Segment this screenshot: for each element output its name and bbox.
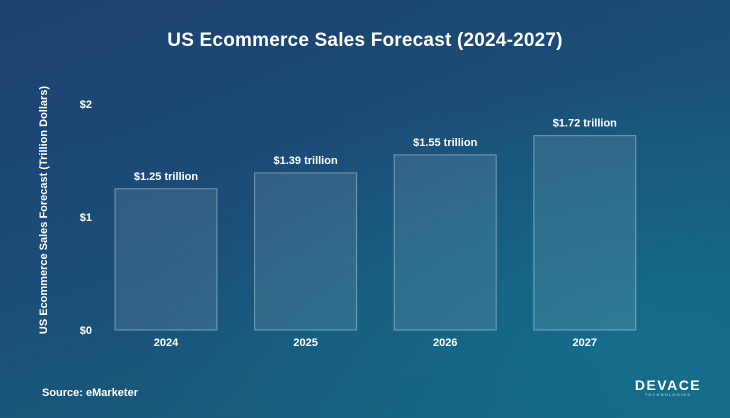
- bar-2025: [254, 172, 358, 331]
- y-tick-label: $0: [80, 325, 92, 337]
- bar-2026: [393, 154, 497, 331]
- chart-title: US Ecommerce Sales Forecast (2024-2027): [167, 30, 563, 51]
- bars-group: [114, 135, 637, 331]
- data-label-2024: $1.25 trillion: [134, 171, 198, 183]
- logo-brand: DEVACE: [634, 377, 702, 393]
- bar-2024: [114, 188, 218, 331]
- x-axis-ticks: 2024 2025 2026 2027: [154, 337, 597, 349]
- data-labels-group: $1.25 trillion $1.39 trillion $1.55 trilli…: [134, 118, 617, 183]
- x-tick-label: 2025: [293, 337, 317, 349]
- source-note: Source: eMarketer: [42, 387, 138, 399]
- x-tick-label: 2026: [433, 337, 457, 349]
- devace-logo: DEVACE TECHNOLOGIES: [633, 378, 703, 398]
- data-label-2026: $1.55 trillion: [413, 137, 477, 149]
- data-label-2027: $1.72 trillion: [553, 118, 617, 130]
- bar-2027: [533, 135, 637, 331]
- data-label-2025: $1.39 trillion: [273, 155, 337, 167]
- logo-subtitle: TECHNOLOGIES: [644, 392, 692, 397]
- y-tick-label: $1: [80, 212, 92, 224]
- x-tick-label: 2027: [573, 337, 597, 349]
- y-axis-ticks: $0 $1 $2: [80, 99, 92, 337]
- y-tick-label: $2: [80, 99, 92, 111]
- x-tick-label: 2024: [154, 337, 179, 349]
